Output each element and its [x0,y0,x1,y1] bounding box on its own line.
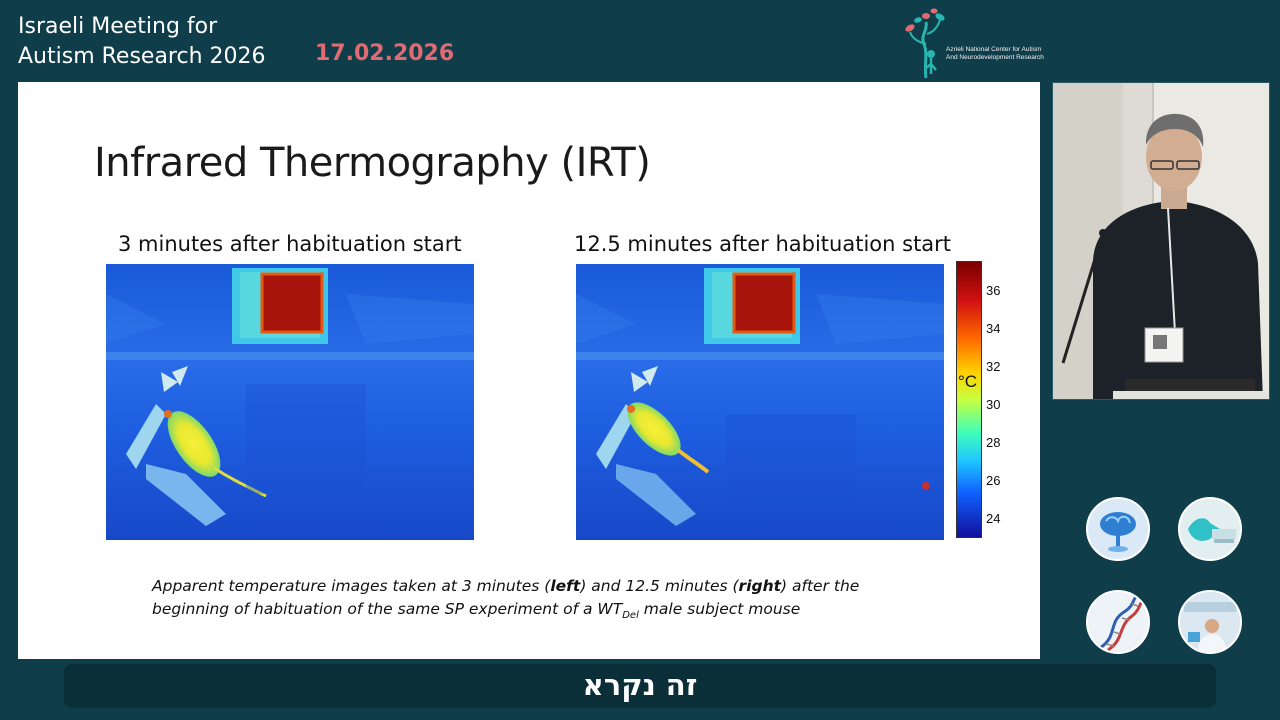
caption-text: ) and 12.5 minutes ( [580,577,739,595]
lab-worker-thumbnail [1178,590,1242,654]
logo-text: Azrieli National Center for Autism And N… [946,46,1044,62]
right-image-label: 12.5 minutes after habituation start [574,232,952,256]
azrieli-logo: Azrieli National Center for Autism And N… [898,4,1048,80]
caption-text: Apparent temperature images taken at 3 m… [152,577,551,595]
slide-caption: Apparent temperature images taken at 3 m… [152,575,859,627]
event-date: 17.02.2026 [315,41,455,66]
subtitle-bar: זה נקרא [64,664,1216,708]
caption-line1: Apparent temperature images taken at 3 m… [152,575,859,598]
colorbar-unit: °C [958,372,978,391]
logo-text-line1: Azrieli National Center for Autism [946,46,1042,53]
slide-title: Infrared Thermography (IRT) [94,140,651,186]
caption-text: beginning of habituation of the same SP … [152,600,623,618]
colorbar-tick: 36 [986,283,1001,298]
brain-icon [1088,499,1148,559]
colorbar-tick: 30 [986,397,1001,412]
colorbar-tick: 32 [986,359,1001,374]
thermal-image-left [106,264,474,540]
subtitle-text: זה נקרא [582,668,698,702]
caption-bold-left: left [550,577,581,595]
event-title-line1: Israeli Meeting for [18,14,218,39]
brain-thumbnail [1086,497,1150,561]
thermal-image-right [576,264,944,540]
speaker-video-frame [1053,83,1269,399]
caption-text: male subject mouse [638,600,801,618]
lab-worker-icon [1180,592,1240,652]
colorbar-tick: 28 [986,435,1001,450]
colorbar-tick: 34 [986,321,1001,336]
caption-bold-right: right [738,577,782,595]
event-title-line2: Autism Research 2026 [18,44,266,69]
presentation-slide: Infrared Thermography (IRT) 3 minutes af… [18,82,1040,659]
dna-icon [1088,592,1148,652]
temperature-colorbar [956,261,982,538]
tree-logo-icon [905,8,945,79]
caption-line2: beginning of habituation of the same SP … [152,598,859,627]
colorbar-tick: 26 [986,473,1001,488]
glove-icon [1180,499,1240,559]
speaker-video [1052,82,1270,400]
logo-text-line2: And Neurodevelopment Research [946,54,1044,61]
left-image-label: 3 minutes after habituation start [118,232,462,256]
lab-glove-thumbnail [1178,497,1242,561]
event-title: Israeli Meeting for Autism Research 2026 [18,12,266,72]
dna-thumbnail [1086,590,1150,654]
caption-subscript: Del [622,610,639,622]
caption-text: ) after the [781,577,860,595]
colorbar-tick: 24 [986,511,1001,526]
